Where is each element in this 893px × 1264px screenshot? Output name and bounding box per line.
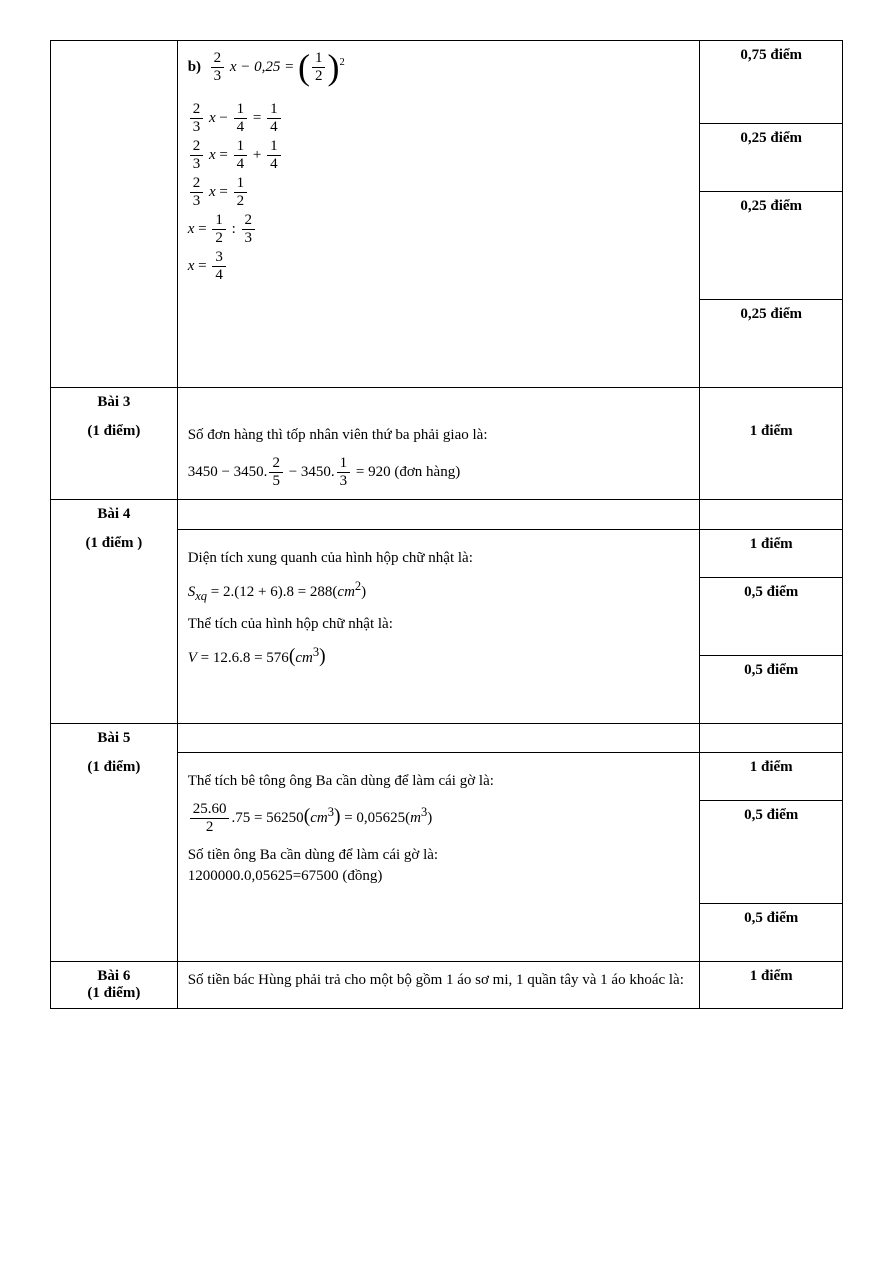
points-cell: 0,25 điểm	[700, 124, 843, 192]
math-line: 23 x = 14 + 14	[188, 139, 690, 172]
solution-cell: Thể tích bê tông ông Ba cần dùng để làm …	[177, 753, 700, 962]
label-cell: Bài 4	[51, 500, 178, 530]
text-line: Thể tích bê tông ông Ba cần dùng để làm …	[188, 773, 690, 790]
points-cell: 0,5 điểm	[700, 577, 843, 655]
label-cell: (1 điểm)	[51, 417, 178, 500]
text-line: Số tiền ông Ba cần dùng để làm cái gờ là…	[188, 839, 690, 864]
label-cell: Bài 6 (1 điểm)	[51, 962, 178, 1009]
math-line: 23 x − 14 = 14	[188, 102, 690, 135]
label-cell: (1 điểm )	[51, 529, 178, 723]
points-cell: 0,25 điểm	[700, 300, 843, 388]
math-line: V = 12.6.8 = 576(cm3)	[188, 637, 690, 668]
math-line: x = 12 : 23	[188, 213, 690, 246]
table-row: (1 điểm ) Diện tích xung quanh của hình …	[51, 529, 843, 577]
math-line: x = 34	[188, 250, 690, 283]
label-cell: Bài 3	[51, 388, 178, 418]
points-cell	[700, 500, 843, 530]
math-line: 3450 − 3450.25 − 3450.13 = 920 (đơn hàng…	[188, 448, 690, 489]
points-cell: 1 điểm	[700, 753, 843, 801]
solution-cell: Diện tích xung quanh của hình hộp chữ nh…	[177, 529, 700, 723]
label-cell: Bài 5	[51, 723, 178, 753]
points-cell: 0,5 điểm	[700, 801, 843, 904]
solution-cell	[177, 723, 700, 753]
text-line: 1200000.0,05625=67500 (đồng)	[188, 868, 690, 885]
points-cell: 0,5 điểm	[700, 904, 843, 962]
table-row: (1 điểm) Số đơn hàng thì tốp nhân viên t…	[51, 417, 843, 500]
table-row: Bài 3	[51, 388, 843, 418]
points-cell	[700, 388, 843, 418]
solution-cell	[177, 388, 700, 418]
table-row: Bài 6 (1 điểm) Số tiền bác Hùng phải trả…	[51, 962, 843, 1009]
table-row: Bài 4	[51, 500, 843, 530]
part-label: b)	[188, 59, 201, 75]
math-line: 25.602.75 = 56250(cm3) = 0,05625(m3)	[188, 794, 690, 835]
table-row: b) 23 x − 0,25 = (12)2 23 x − 14 = 14 23…	[51, 41, 843, 124]
math-line: 23 x = 12	[188, 176, 690, 209]
solution-cell	[177, 500, 700, 530]
points-cell: 0,75 điểm	[700, 41, 843, 124]
points-cell: 1 điểm	[700, 962, 843, 1009]
text-line: Số tiền bác Hùng phải trả cho một bộ gồm…	[188, 972, 690, 989]
solution-cell: Số đơn hàng thì tốp nhân viên thứ ba phả…	[177, 417, 700, 500]
points-cell	[700, 723, 843, 753]
points-cell: 0,5 điểm	[700, 655, 843, 723]
table-row: Bài 5	[51, 723, 843, 753]
solution-cell: b) 23 x − 0,25 = (12)2 23 x − 14 = 14 23…	[177, 41, 700, 388]
label-cell	[51, 41, 178, 388]
label-cell: (1 điểm)	[51, 753, 178, 962]
text-line: Thể tích của hình hộp chữ nhật là:	[188, 608, 690, 633]
math-line: Sxq = 2.(12 + 6).8 = 288(cm2)	[188, 571, 690, 604]
points-cell: 1 điểm	[700, 417, 843, 500]
text-line: Diện tích xung quanh của hình hộp chữ nh…	[188, 550, 690, 567]
text-line: Số đơn hàng thì tốp nhân viên thứ ba phả…	[188, 427, 690, 444]
math-text: x − 0,25 =	[230, 59, 294, 75]
points-cell: 1 điểm	[700, 529, 843, 577]
points-cell: 0,25 điểm	[700, 192, 843, 300]
answer-key-table: b) 23 x − 0,25 = (12)2 23 x − 14 = 14 23…	[50, 40, 843, 1009]
solution-cell: Số tiền bác Hùng phải trả cho một bộ gồm…	[177, 962, 700, 1009]
table-row: (1 điểm) Thể tích bê tông ông Ba cần dùn…	[51, 753, 843, 801]
